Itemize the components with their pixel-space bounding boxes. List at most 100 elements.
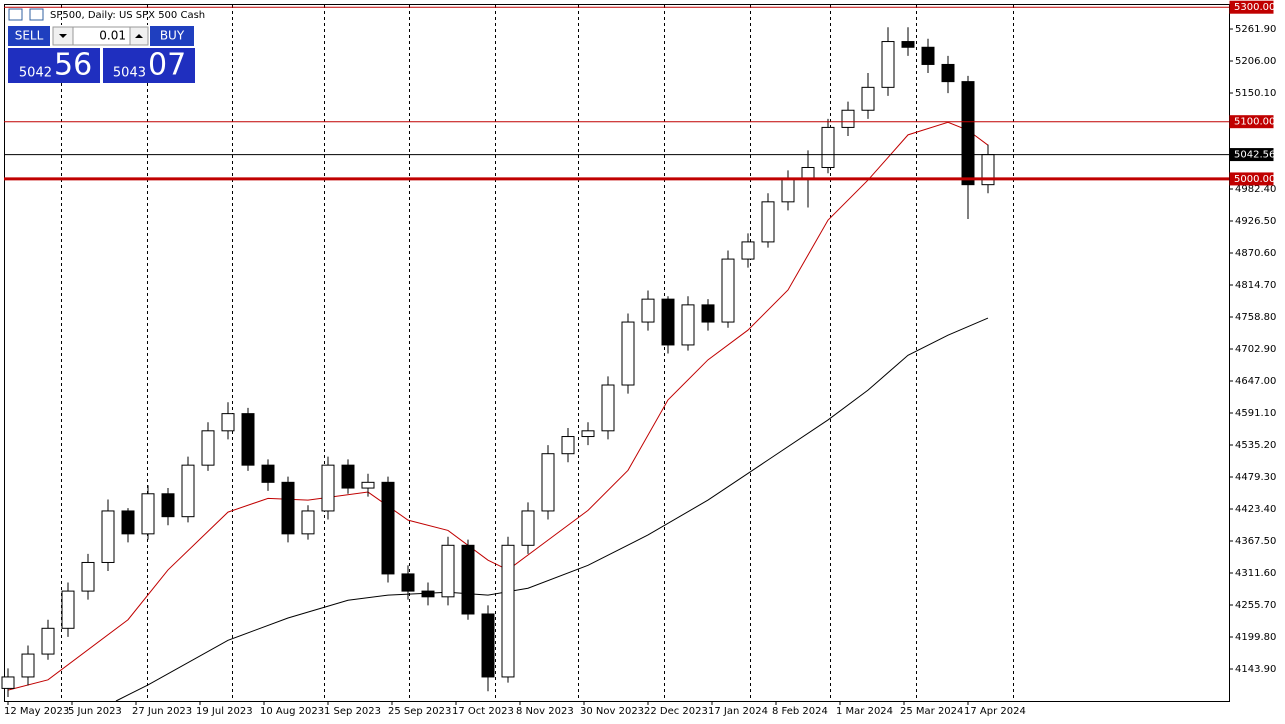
buy-label[interactable]: BUY (160, 29, 185, 43)
x-tick-label: 8 Feb 2024 (772, 706, 828, 717)
chart-icon[interactable] (29, 8, 44, 21)
volume-value[interactable]: 0.01 (99, 29, 126, 43)
x-tick-label: 27 Jun 2023 (132, 706, 192, 717)
y-tick-label: 4255.70 (1235, 600, 1276, 611)
sell-label[interactable]: SELL (15, 29, 44, 43)
candle-body (641, 298, 655, 323)
candle-body (321, 464, 335, 512)
candle-body (301, 510, 315, 535)
candle-body (221, 413, 235, 432)
x-tick-label: 25 Sep 2023 (388, 706, 451, 717)
candle-body (401, 573, 415, 592)
candle-body (961, 81, 975, 186)
y-tick-label: 4870.60 (1235, 248, 1276, 259)
y-tick-label: 4814.70 (1235, 280, 1276, 291)
candle-body (921, 46, 935, 65)
price-level-box (1229, 148, 1274, 162)
price-level-label: 5100.00 (1234, 117, 1275, 128)
ask-big: 5043 (113, 66, 146, 81)
price-level-label: 5042.56 (1234, 150, 1275, 161)
candle-body (101, 510, 115, 563)
x-tick-label: 10 Aug 2023 (260, 706, 324, 717)
down-arrow (59, 34, 67, 38)
x-tick-label: 17 Jan 2024 (708, 706, 768, 717)
candle-body (141, 493, 155, 535)
candle-body (21, 653, 35, 678)
candle-body (461, 544, 475, 615)
x-tick-label: 17 Apr 2024 (964, 706, 1026, 717)
chart-header: SP500, Daily: US SPX 500 Cash (50, 10, 205, 21)
x-tick-label: 5 Jun 2023 (68, 706, 122, 717)
x-tick-label: 22 Dec 2023 (644, 706, 708, 717)
candle-body (1, 676, 15, 689)
y-tick-label: 4758.80 (1235, 312, 1276, 323)
x-tick-label: 17 Oct 2023 (452, 706, 514, 717)
candle-body (841, 109, 855, 128)
y-tick-label: 4702.90 (1235, 344, 1276, 355)
y-tick-label: 4535.20 (1235, 440, 1276, 451)
candle-body (261, 464, 275, 483)
candle-body (881, 41, 895, 88)
candle-body (761, 201, 775, 243)
candle-body (61, 590, 75, 629)
y-tick-label: 4479.30 (1235, 472, 1276, 483)
candle-body (281, 481, 295, 535)
sell-button[interactable] (8, 26, 50, 46)
y-tick-label: 4647.00 (1235, 376, 1276, 387)
moving-average (115, 317, 989, 702)
y-tick-label: 4591.10 (1235, 408, 1276, 419)
y-tick-label: 4199.80 (1235, 632, 1276, 643)
x-tick-label: 30 Nov 2023 (580, 706, 644, 717)
y-tick-label: 5261.90 (1235, 24, 1276, 35)
y-tick-label: 4367.50 (1235, 536, 1276, 547)
y-tick-label: 5150.10 (1235, 88, 1276, 99)
candle-body (241, 413, 255, 466)
candle-body (201, 430, 215, 466)
candle-body (121, 510, 135, 535)
y-tick-label: 4982.40 (1235, 184, 1276, 195)
candle-body (181, 464, 195, 518)
price-level-box (1229, 0, 1274, 14)
buy-price-box[interactable] (103, 48, 195, 83)
x-tick-label: 25 Mar 2024 (900, 706, 963, 717)
candle-body (41, 627, 55, 655)
bid-small: 56 (54, 48, 92, 83)
y-tick-label: 4311.60 (1235, 568, 1276, 579)
candle-body (501, 544, 515, 678)
candle-body (521, 510, 535, 546)
x-tick-label: 12 May 2023 (4, 706, 69, 717)
candle-body (661, 298, 675, 346)
candle-body (541, 453, 555, 512)
candle-body (781, 178, 795, 203)
ask-small: 07 (148, 48, 186, 83)
candle-body (621, 321, 635, 386)
candle-body (161, 493, 175, 518)
sell-price-box[interactable] (8, 48, 100, 83)
candle-body (341, 464, 355, 489)
price-level-label: 5000.00 (1234, 174, 1275, 185)
candle-body (941, 63, 955, 83)
candle-body (481, 613, 495, 678)
plot-frame (4, 4, 1230, 702)
up-arrow (135, 34, 143, 38)
period-separators (61, 5, 1014, 701)
menu-icon[interactable] (8, 8, 23, 21)
price-level-box (1229, 115, 1274, 129)
y-tick-label: 5206.00 (1235, 56, 1276, 67)
bid-big: 5042 (19, 66, 52, 81)
x-tick-label: 19 Jul 2023 (196, 706, 253, 717)
candle-body (721, 258, 735, 323)
candle-body (801, 166, 815, 180)
candle-body (361, 481, 375, 489)
x-tick-label: 1 Mar 2024 (836, 706, 893, 717)
buy-button[interactable] (150, 26, 194, 46)
candle-body (821, 126, 835, 168)
price-level-box (1229, 172, 1274, 186)
x-tick-label: 8 Nov 2023 (516, 706, 574, 717)
candle-body (421, 590, 435, 598)
candle-body (861, 86, 875, 111)
y-tick-label: 4926.50 (1235, 216, 1276, 227)
